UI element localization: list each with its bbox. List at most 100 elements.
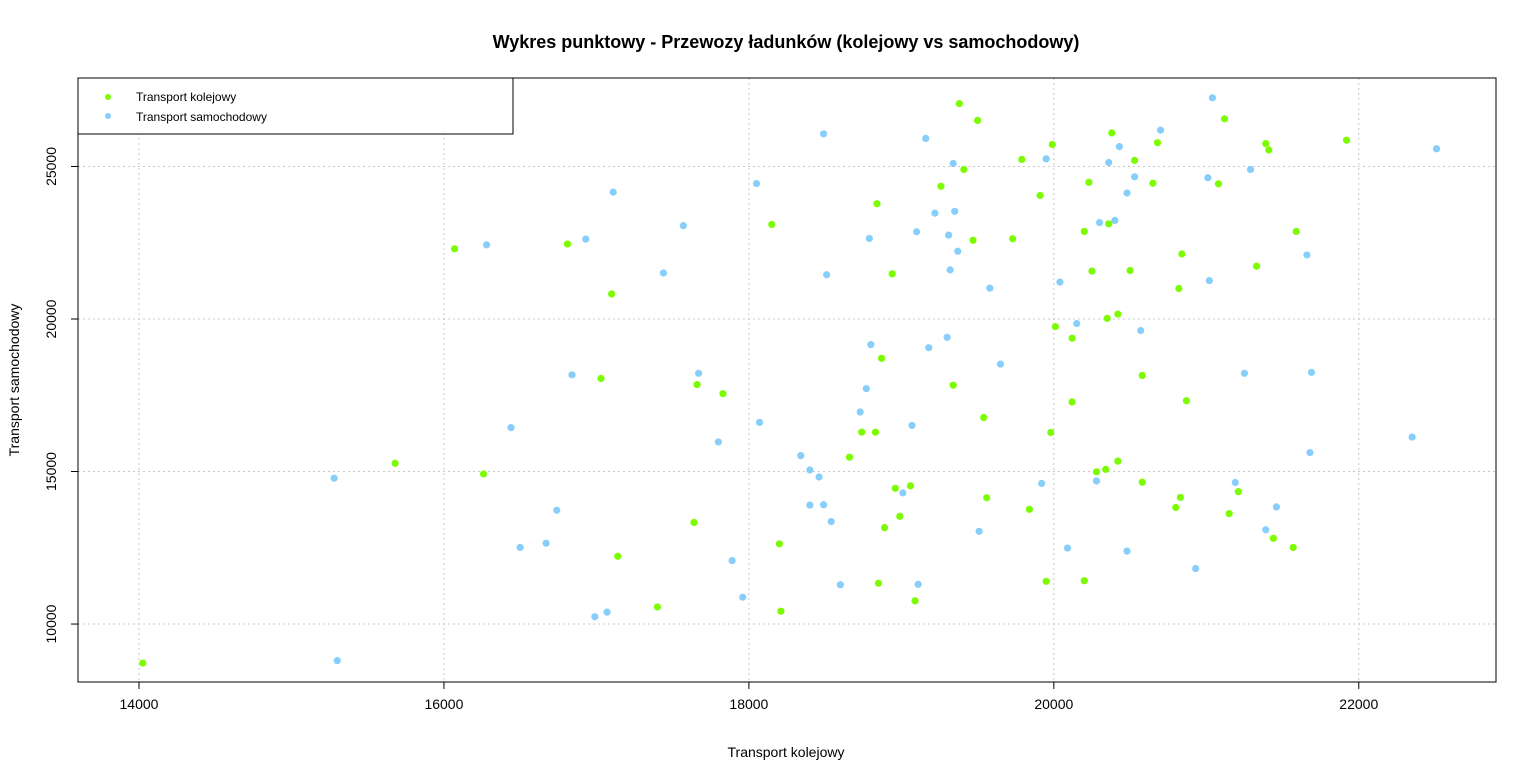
data-point	[1048, 140, 1056, 149]
data-point	[1178, 250, 1186, 258]
data-point	[719, 390, 727, 398]
data-point	[1088, 267, 1096, 275]
data-point	[582, 235, 590, 243]
data-point	[1234, 488, 1242, 496]
data-point	[516, 543, 524, 552]
data-point	[1265, 146, 1273, 154]
data-point	[1036, 191, 1044, 200]
data-point	[1068, 334, 1076, 342]
legend: Transport kolejowy Transport samochodowy	[77, 77, 514, 135]
data-point	[1038, 479, 1046, 488]
legend-marker-kolejowy	[105, 94, 111, 100]
x-tick-label: 18000	[729, 696, 768, 712]
data-point	[877, 354, 886, 362]
data-point	[806, 501, 814, 509]
data-point	[1080, 227, 1088, 236]
data-point	[949, 159, 957, 168]
data-point	[694, 369, 703, 377]
data-point	[139, 659, 147, 667]
y-tick-label: 15000	[43, 452, 59, 491]
data-point	[954, 247, 962, 255]
data-point	[1272, 503, 1281, 511]
data-point	[1042, 155, 1050, 163]
data-point	[925, 344, 933, 352]
data-point	[1153, 139, 1162, 147]
data-point	[608, 290, 616, 298]
data-point	[1115, 143, 1123, 151]
data-point	[659, 269, 668, 277]
data-point	[479, 470, 488, 478]
data-point	[330, 474, 338, 482]
x-axis: 14000 16000 18000 20000 22000	[120, 682, 1378, 712]
data-point	[1123, 547, 1131, 555]
data-point	[542, 539, 550, 547]
data-point	[1042, 577, 1050, 585]
data-point	[899, 489, 907, 497]
data-point	[906, 482, 915, 490]
data-point	[913, 228, 921, 236]
x-tick-label: 22000	[1339, 696, 1378, 712]
data-point	[1253, 262, 1261, 270]
data-point	[996, 360, 1005, 368]
data-point	[1092, 468, 1101, 476]
data-point	[714, 438, 722, 446]
data-point	[1095, 218, 1104, 227]
data-point	[1269, 534, 1277, 542]
data-point	[1137, 326, 1145, 335]
data-point	[911, 597, 919, 605]
data-point	[1114, 457, 1122, 465]
data-point	[755, 418, 764, 427]
data-point	[1220, 115, 1229, 123]
data-point	[1111, 216, 1119, 225]
data-point	[874, 579, 883, 587]
data-point	[728, 556, 736, 565]
data-point	[591, 613, 599, 621]
data-point	[614, 552, 622, 560]
data-point	[945, 231, 953, 239]
data-point	[1214, 180, 1223, 188]
data-point	[819, 501, 828, 509]
data-point	[1138, 371, 1146, 380]
data-point	[752, 179, 761, 188]
data-point	[1085, 178, 1093, 186]
data-point	[603, 608, 611, 616]
data-point	[391, 459, 399, 467]
data-point	[1262, 139, 1270, 148]
data-point	[1102, 465, 1110, 473]
data-point	[483, 241, 491, 249]
data-point	[775, 540, 783, 548]
data-point	[1105, 220, 1113, 228]
data-point	[1051, 323, 1059, 331]
data-point	[1056, 278, 1064, 286]
y-tick-label: 25000	[43, 147, 59, 186]
data-point	[1126, 266, 1134, 275]
data-point	[1176, 493, 1184, 502]
x-tick-label: 14000	[120, 696, 159, 712]
data-point	[983, 494, 991, 502]
data-point	[1408, 433, 1416, 441]
x-tick-label: 20000	[1034, 696, 1073, 712]
data-point	[888, 270, 896, 278]
data-point	[943, 333, 951, 341]
y-tick-label: 20000	[43, 299, 59, 338]
data-point	[1182, 397, 1191, 405]
data-point	[980, 413, 988, 422]
data-point	[1092, 477, 1101, 485]
data-point	[1025, 505, 1034, 513]
data-point	[1306, 449, 1314, 457]
data-point	[836, 581, 844, 589]
data-point	[937, 182, 945, 190]
plot-frame	[77, 77, 1497, 683]
data-point	[1240, 369, 1249, 377]
data-point	[797, 452, 805, 460]
data-point	[827, 517, 835, 526]
data-point	[1208, 94, 1216, 102]
data-point	[856, 408, 864, 416]
data-point	[1080, 577, 1088, 585]
data-point	[823, 271, 831, 279]
data-point	[768, 220, 776, 229]
data-point	[690, 518, 698, 527]
data-point	[739, 593, 747, 601]
data-point	[1149, 179, 1157, 187]
